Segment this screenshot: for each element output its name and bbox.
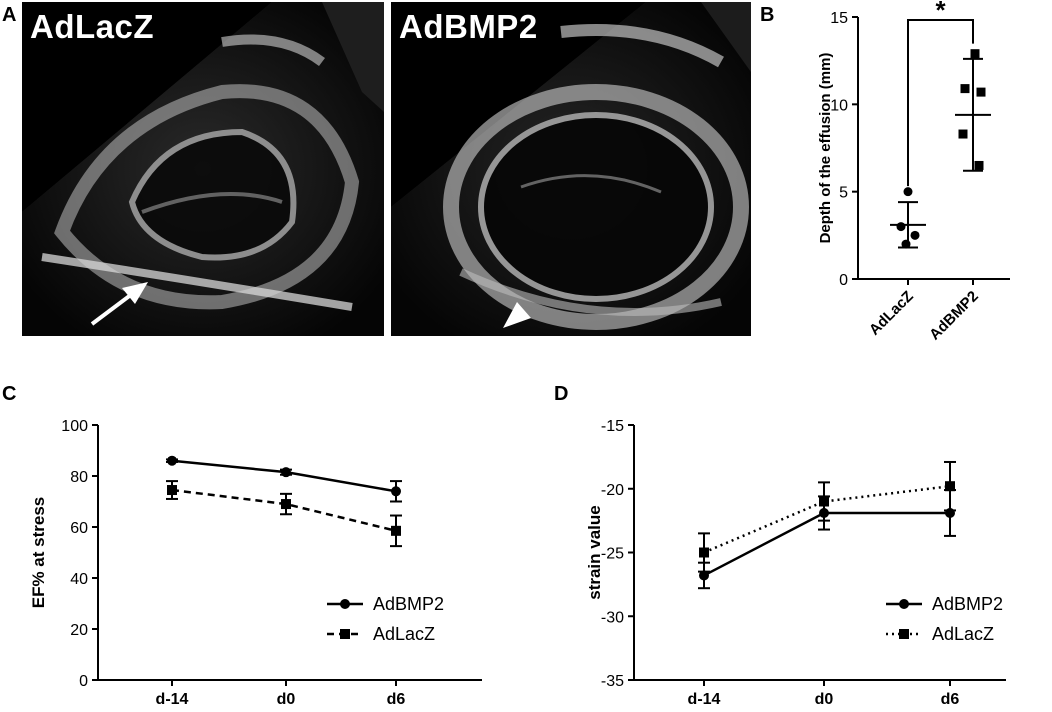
echo-adlacz-drawing: [22, 2, 384, 336]
x-tick-label: d0: [277, 691, 296, 708]
y-tick-label: -35: [601, 673, 624, 690]
panel-c-letter: C: [2, 383, 17, 405]
x-tick-label: AdBMP2: [926, 288, 982, 344]
x-tick-label: AdLacZ: [866, 288, 917, 339]
chart-c: 0 20 40 60 80 100 d-14 d0 d6 EF% at stress AdBMP2 A…: [29, 418, 482, 708]
data-point: [903, 187, 913, 197]
data-point: [281, 467, 291, 478]
x-tick-label: d6: [941, 691, 960, 708]
chart-b: 0 5 10 15 AdLacZ AdBMP2 Depth of the effusion …: [817, 0, 1010, 344]
y-tick-label: 10: [830, 97, 848, 114]
data-point: [976, 87, 986, 97]
arrowhead-icon: [503, 302, 531, 328]
y-tick-label: 0: [79, 673, 88, 690]
y-tick-label: 40: [70, 571, 88, 588]
data-point: [896, 222, 906, 232]
y-tick-label: 0: [839, 272, 848, 289]
data-point: [391, 525, 401, 536]
y-axis-label: EF% at stress: [29, 497, 48, 609]
y-tick-label: 60: [70, 520, 88, 537]
x-tick-label: d-14: [688, 691, 721, 708]
y-tick-label: -25: [601, 546, 624, 563]
panel-b-letter: B: [760, 4, 775, 26]
y-tick-label: 15: [830, 10, 848, 27]
data-point: [970, 49, 980, 59]
data-point: [960, 84, 970, 94]
data-point: [945, 481, 955, 492]
legend-label: AdBMP2: [373, 594, 444, 614]
data-point: [167, 485, 177, 496]
significance-marker: *: [935, 0, 946, 25]
panel-d-letter: D: [554, 383, 569, 405]
data-point: [281, 499, 291, 510]
legend-label: AdLacZ: [932, 624, 994, 644]
echo-title-adlacz: AdLacZ: [30, 8, 155, 45]
echo-image-adlacz: AdLacZ: [22, 2, 384, 336]
y-tick-label: 80: [70, 469, 88, 486]
legend-marker: [340, 629, 350, 639]
significance-bracket: [907, 19, 974, 187]
y-axis-label: Depth of the effusion (mm): [817, 53, 834, 244]
arrow-icon: [90, 282, 148, 326]
data-point: [167, 455, 177, 466]
legend-label: AdLacZ: [373, 624, 435, 644]
echo-title-adbmp2: AdBMP2: [399, 8, 538, 45]
series-line: [703, 484, 951, 554]
x-tick-label: d0: [815, 691, 834, 708]
y-tick-label: 100: [61, 418, 88, 435]
data-point: [819, 496, 829, 507]
data-point: [391, 486, 401, 497]
chart-d: -35 -30 -25 -20 -15 d-14 d0 d6 strain value AdBMP…: [585, 418, 1006, 708]
data-point: [910, 230, 920, 240]
legend-label: AdBMP2: [932, 594, 1003, 614]
echo-image-adbmp2: AdBMP2: [391, 2, 751, 336]
y-tick-label: -15: [601, 418, 624, 435]
data-point: [974, 160, 984, 170]
echo-adbmp2-drawing: [391, 2, 751, 336]
y-tick-label: -30: [601, 609, 624, 626]
series-line: [171, 488, 397, 533]
data-point: [699, 570, 709, 581]
y-tick-label: 20: [70, 622, 88, 639]
x-tick-label: d6: [387, 691, 406, 708]
legend-marker: [899, 599, 909, 609]
y-axis-label: strain value: [585, 505, 604, 600]
series-line: [703, 511, 950, 577]
panel-a-letter: A: [2, 4, 17, 26]
x-tick-label: d-14: [156, 691, 189, 708]
legend-marker: [899, 629, 909, 639]
data-point: [699, 547, 709, 558]
data-point: [958, 129, 968, 139]
y-tick-label: -20: [601, 482, 624, 499]
legend-marker: [340, 599, 350, 609]
y-tick-label: 5: [839, 185, 848, 202]
